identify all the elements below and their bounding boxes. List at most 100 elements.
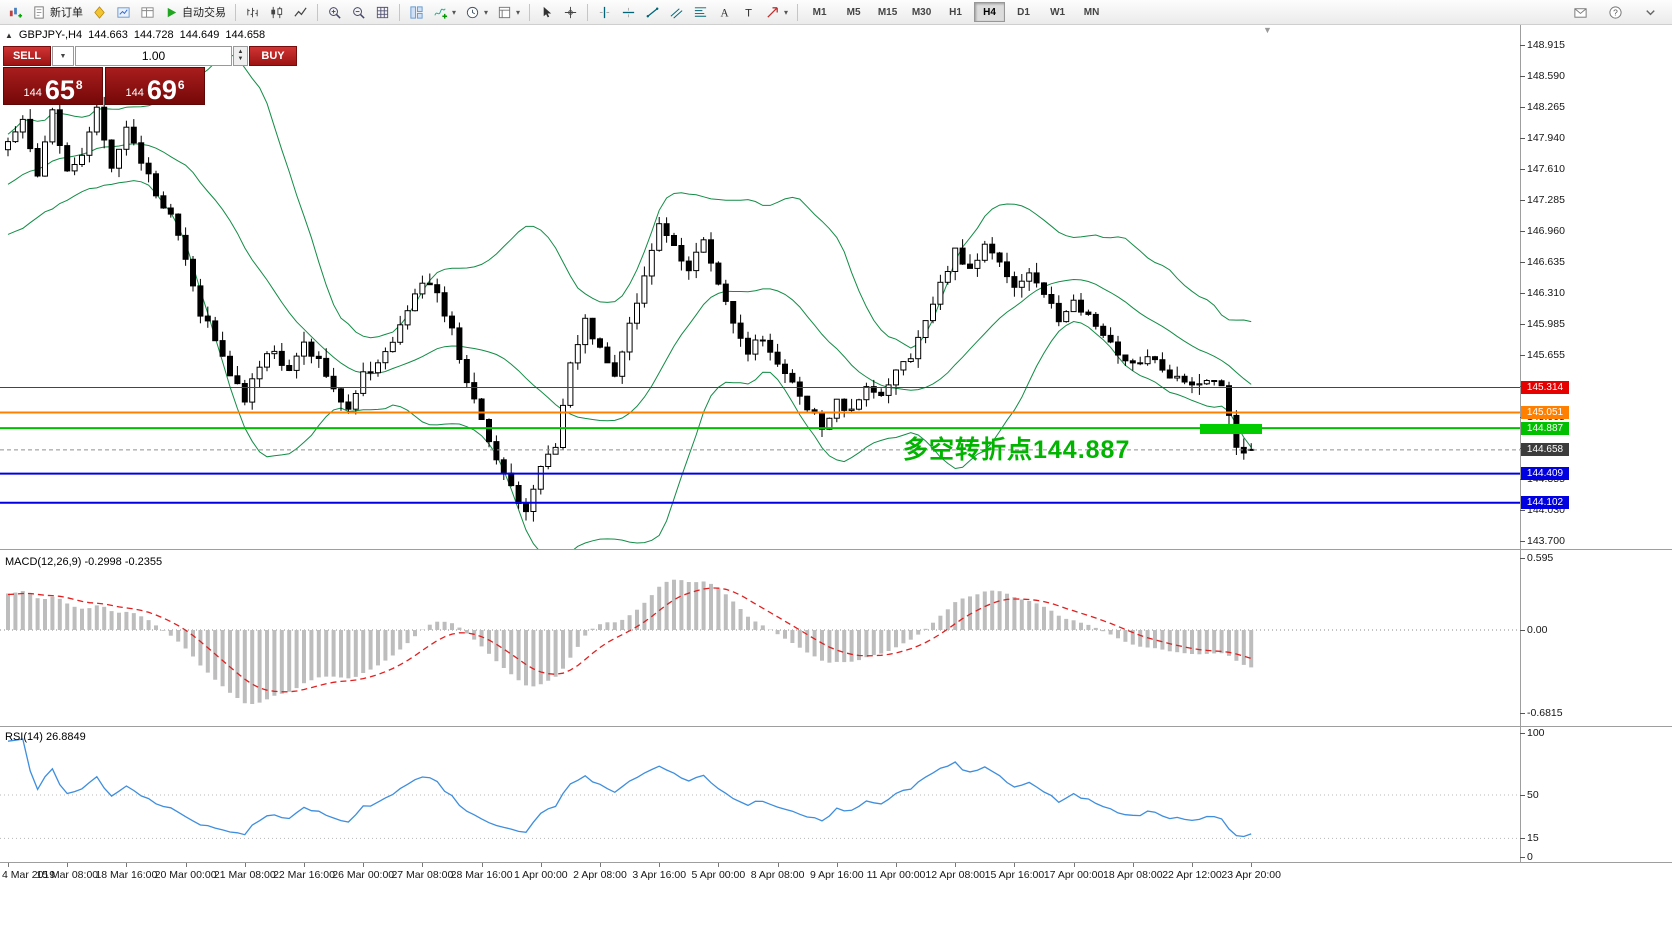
- trend-icon: [645, 5, 660, 20]
- template-icon: [497, 5, 512, 20]
- timeframe-h4[interactable]: H4: [974, 2, 1006, 22]
- arrows-icon[interactable]: ▾: [761, 1, 792, 24]
- lot-dropdown-button[interactable]: ▼: [52, 46, 74, 66]
- macd-indicator-label: MACD(12,26,9) -0.2998 -0.2355: [5, 556, 162, 568]
- horizontal-line-icon[interactable]: [617, 1, 640, 24]
- timeframe-m30[interactable]: M30: [911, 6, 932, 18]
- timeframe-m1[interactable]: M1: [812, 6, 827, 18]
- candles-layer: [5, 96, 1255, 522]
- grid-icon: [375, 5, 390, 20]
- timeframe-d1[interactable]: D1: [1017, 6, 1030, 18]
- timeframe-w1[interactable]: W1: [1050, 6, 1066, 18]
- buy-price-big: 69: [146, 75, 177, 105]
- svg-text:?: ?: [1613, 7, 1618, 17]
- zoomin-icon: [327, 5, 342, 20]
- toolbar-separator: [529, 3, 531, 21]
- new-order-button-label: 新订单: [50, 7, 83, 19]
- label-icon[interactable]: T: [737, 1, 760, 24]
- zoom-in-icon[interactable]: [323, 1, 346, 24]
- autotrading-button[interactable]: 自动交易: [160, 1, 230, 24]
- rsi-value: 26.8849: [45, 731, 86, 743]
- new-chart-icon[interactable]: [4, 1, 27, 24]
- templates-icon[interactable]: ▾: [493, 1, 524, 24]
- timeframe-mn[interactable]: MN: [1083, 6, 1100, 18]
- text-icon[interactable]: A: [713, 1, 736, 24]
- play-icon: [164, 5, 179, 20]
- textA-icon: A: [717, 5, 732, 20]
- tile-icon: [409, 5, 424, 20]
- vertical-line-icon[interactable]: [593, 1, 616, 24]
- lot-size-input[interactable]: [75, 46, 232, 66]
- hline-icon: [621, 5, 636, 20]
- chevron-down-icon: ▾: [484, 7, 489, 17]
- toolbar: 新订单 自动交易 ▾ ▾ ▾ A T ▾ M1 M5 M15 M30 H1 H4 D1 W1 MN ?: [0, 0, 1672, 25]
- pivot-annotation-text: 多空转折点144.887: [903, 436, 1131, 464]
- sell-price-sup: 8: [75, 78, 83, 92]
- toolbar-options-icon[interactable]: [1639, 1, 1662, 24]
- macd-histogram: [6, 579, 1254, 704]
- chevron-down-icon: ▾: [784, 7, 789, 17]
- buy-price-prefix: 144: [125, 87, 144, 99]
- toolbar-separator: [797, 3, 799, 21]
- crosshair-icon[interactable]: [559, 1, 582, 24]
- channel-icon[interactable]: [665, 1, 688, 24]
- rsi-name: RSI(14): [5, 731, 43, 743]
- fibo-icon: [693, 5, 708, 20]
- neworder-icon: [32, 5, 47, 20]
- sell-price-prefix: 144: [23, 87, 42, 99]
- timeframe-m15[interactable]: M15: [877, 6, 898, 18]
- data-window-icon[interactable]: [136, 1, 159, 24]
- market-watch-icon[interactable]: [112, 1, 135, 24]
- macd-signal-line: [7, 587, 1252, 693]
- tile-windows-icon[interactable]: [371, 1, 394, 24]
- symbol-name: GBPJPY-,H4: [18, 29, 83, 41]
- rsi-indicator-label: RSI(14) 26.8849: [5, 731, 86, 743]
- zoomout-icon: [351, 5, 366, 20]
- channel-icon: [669, 5, 684, 20]
- zoom-out-icon[interactable]: [347, 1, 370, 24]
- autotrading-button-label: 自动交易: [182, 7, 226, 19]
- toolbar-separator: [317, 3, 318, 21]
- fibonacci-icon[interactable]: [689, 1, 712, 24]
- new-order-button[interactable]: 新订单: [28, 1, 87, 24]
- buy-price-sup: 6: [177, 78, 185, 92]
- community-icon[interactable]: [1569, 1, 1592, 24]
- rsi-layer: [0, 738, 1520, 839]
- chevron-down-icon: ▾: [452, 7, 457, 17]
- arrange-windows-icon[interactable]: [405, 1, 428, 24]
- svg-text:A: A: [720, 7, 729, 19]
- pivot-highlight-rect[interactable]: [1200, 424, 1262, 434]
- cursor-icon[interactable]: [535, 1, 558, 24]
- one-click-toggle-icon[interactable]: ▲: [5, 30, 13, 40]
- toolbar-separator: [399, 3, 400, 21]
- lot-stepper[interactable]: ▲ ▼: [233, 46, 248, 66]
- trendline-icon[interactable]: [641, 1, 664, 24]
- ohlc-high: 144.728: [133, 29, 174, 41]
- metaeditor-icon[interactable]: [88, 1, 111, 24]
- linechart-icon: [293, 5, 308, 20]
- main-chart-layer[interactable]: [0, 53, 1520, 561]
- bollinger-lower-band: [7, 180, 1252, 549]
- help-icon[interactable]: ?: [1604, 1, 1627, 24]
- caret-icon: [1643, 5, 1658, 20]
- sell-button[interactable]: SELL: [3, 46, 51, 66]
- buy-button[interactable]: BUY: [249, 46, 297, 66]
- chart-shift-icon[interactable]: ▼: [1263, 25, 1272, 35]
- macd-values: -0.2998 -0.2355: [84, 556, 163, 568]
- bars-chart-icon[interactable]: [241, 1, 264, 24]
- periods-icon[interactable]: ▾: [461, 1, 492, 24]
- timeframe-h1[interactable]: H1: [949, 6, 962, 18]
- sell-price-button[interactable]: 144 65 8: [3, 67, 103, 105]
- chevron-down-icon: ▼: [59, 52, 67, 60]
- candles-chart-icon[interactable]: [265, 1, 288, 24]
- buy-price-button[interactable]: 144 69 6: [105, 67, 205, 105]
- line-chart-icon[interactable]: [289, 1, 312, 24]
- vline-icon: [597, 5, 612, 20]
- lot-decrease-icon[interactable]: ▼: [237, 56, 244, 62]
- toolbar-separator: [587, 3, 589, 21]
- indicators-icon[interactable]: ▾: [429, 1, 460, 24]
- chevron-down-icon: ▾: [516, 7, 521, 17]
- lot-increase-icon[interactable]: ▲: [237, 49, 244, 55]
- timeframe-m5[interactable]: M5: [846, 6, 861, 18]
